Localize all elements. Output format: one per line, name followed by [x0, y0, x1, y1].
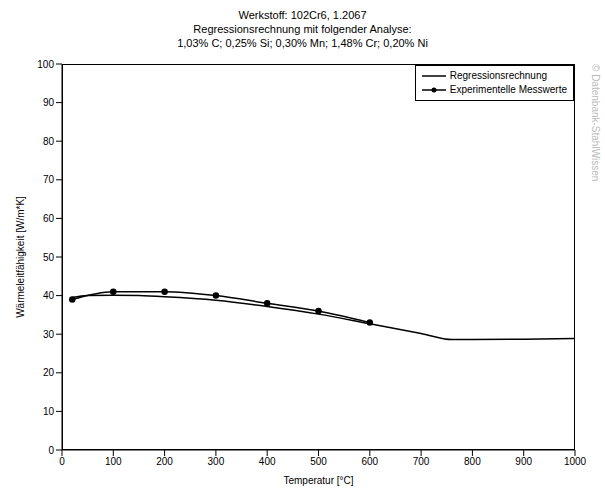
svg-text:200: 200 — [156, 456, 173, 467]
svg-text:100: 100 — [37, 59, 54, 70]
svg-text:300: 300 — [208, 456, 225, 467]
svg-text:Temperatur [°C]: Temperatur [°C] — [283, 475, 353, 486]
svg-text:0: 0 — [48, 445, 54, 456]
svg-text:60: 60 — [43, 213, 55, 224]
svg-text:90: 90 — [43, 97, 55, 108]
svg-text:80: 80 — [43, 136, 55, 147]
svg-text:40: 40 — [43, 290, 55, 301]
svg-text:600: 600 — [361, 456, 378, 467]
svg-text:700: 700 — [413, 456, 430, 467]
svg-text:100: 100 — [105, 456, 122, 467]
svg-text:1000: 1000 — [564, 456, 587, 467]
html-text:Regressionsrechnung mit folgen: Regressionsrechnung mit folgender Analys… — [193, 23, 412, 35]
html-text:Regressionsrechnung: Regressionsrechnung — [449, 70, 547, 81]
svg-text:400: 400 — [259, 456, 276, 467]
svg-text:70: 70 — [43, 174, 55, 185]
html-text:1,03% C; 0,25% Si; 0,30% Mn; 1: 1,03% C; 0,25% Si; 0,30% Mn; 1,48% Cr; 0… — [177, 37, 428, 49]
svg-text:800: 800 — [464, 456, 481, 467]
svg-text:30: 30 — [43, 329, 55, 340]
html-text:© Datenbank-StahlWissen: © Datenbank-StahlWissen — [590, 64, 601, 182]
svg-text:0: 0 — [59, 456, 65, 467]
svg-text:900: 900 — [515, 456, 532, 467]
svg-text:50: 50 — [43, 252, 55, 263]
html-text:Experimentelle Messwerte: Experimentelle Messwerte — [449, 84, 567, 95]
svg-text:500: 500 — [310, 456, 327, 467]
svg-text:Wärmeleitfähigkeit [W/m*K]: Wärmeleitfähigkeit [W/m*K] — [15, 196, 26, 318]
svg-text:10: 10 — [43, 406, 55, 417]
html-text:Werkstoff: 102Cr6, 1.2067: Werkstoff: 102Cr6, 1.2067 — [238, 9, 367, 21]
svg-text:20: 20 — [43, 367, 55, 378]
